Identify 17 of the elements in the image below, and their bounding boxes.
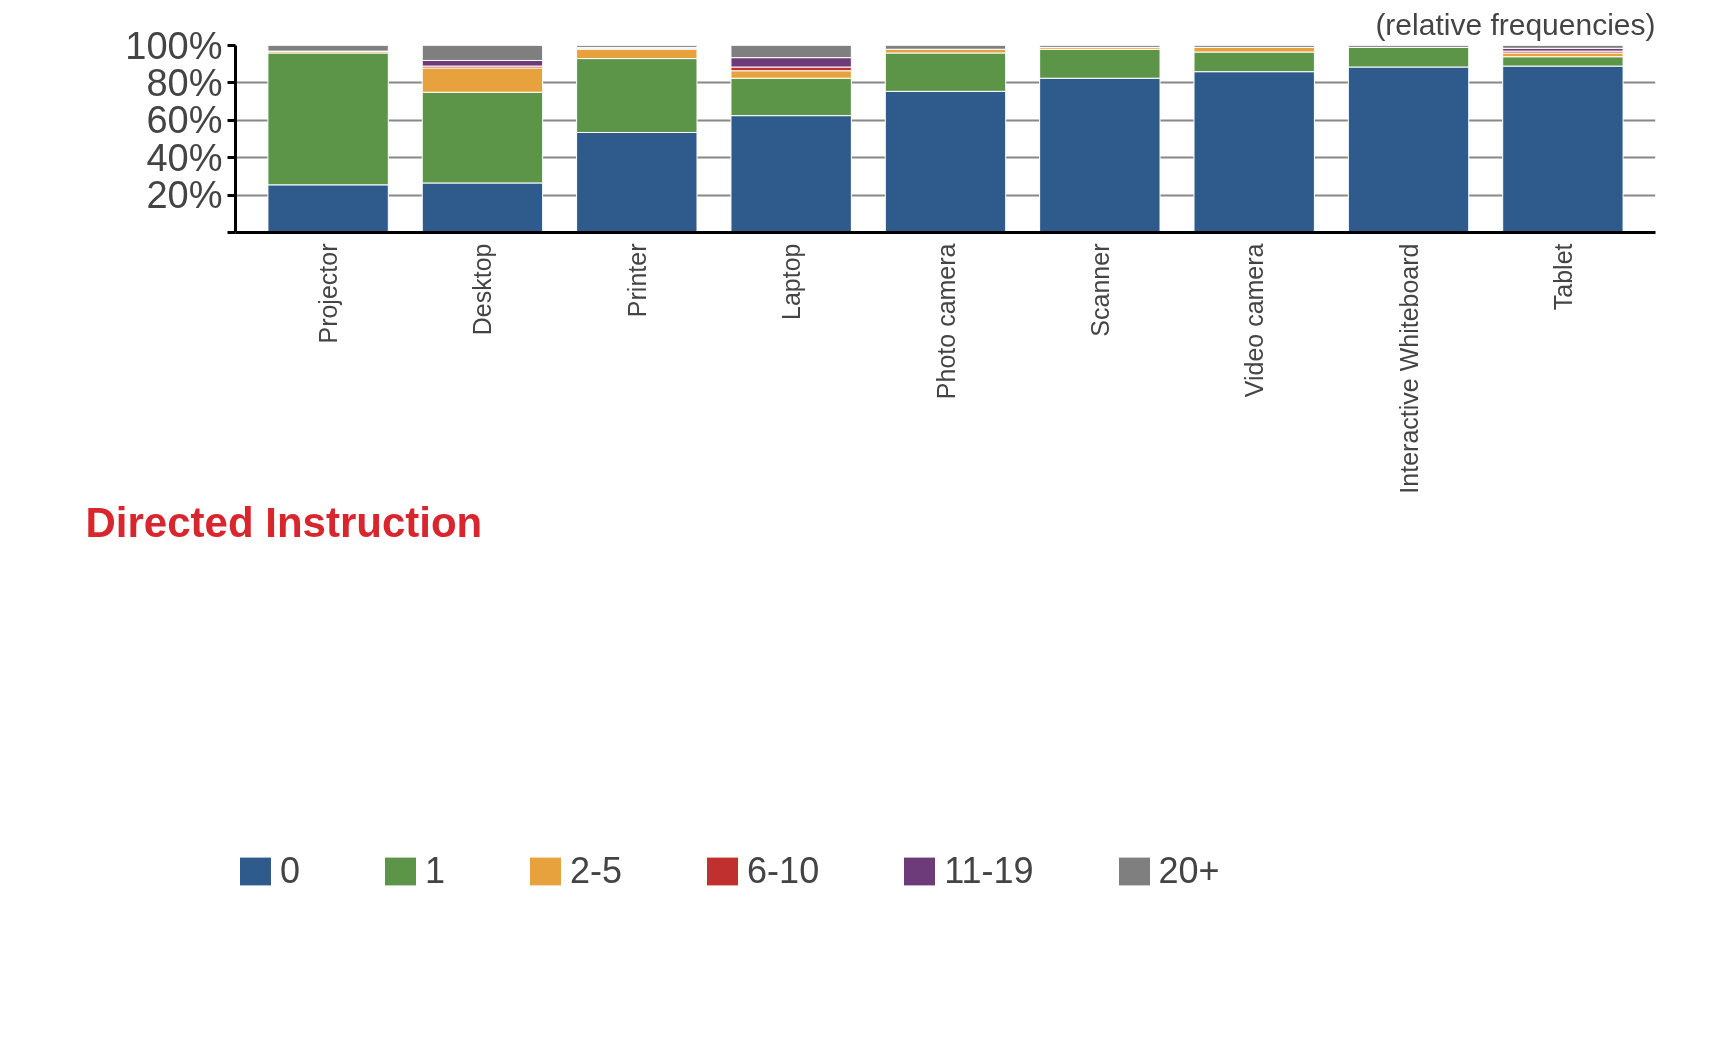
- legend-label: 11-19: [944, 850, 1034, 893]
- legend-label: 6-10: [747, 850, 820, 893]
- x-tick-label: Desktop: [468, 243, 497, 336]
- legend-label: 1: [425, 850, 446, 893]
- x-tick-label: Interactive Whiteboard: [1394, 243, 1423, 494]
- legend-label: 2-5: [570, 850, 623, 893]
- x-tick-label: Tablet: [1548, 243, 1577, 311]
- x-tick-label: Laptop: [777, 243, 806, 320]
- text: Directed Instruction: [85, 498, 483, 546]
- x-tick-label: Scanner: [1085, 243, 1114, 337]
- text: (relative frequencies): [1375, 7, 1656, 41]
- x-tick-label: Photo camera: [931, 243, 960, 400]
- x-tick-label: Printer: [622, 243, 651, 318]
- legend-label: 20+: [1158, 850, 1220, 893]
- x-tick-label: Projector: [314, 243, 343, 344]
- x-tick-label: Video camera: [1240, 243, 1269, 398]
- legend-label: 0: [280, 850, 301, 893]
